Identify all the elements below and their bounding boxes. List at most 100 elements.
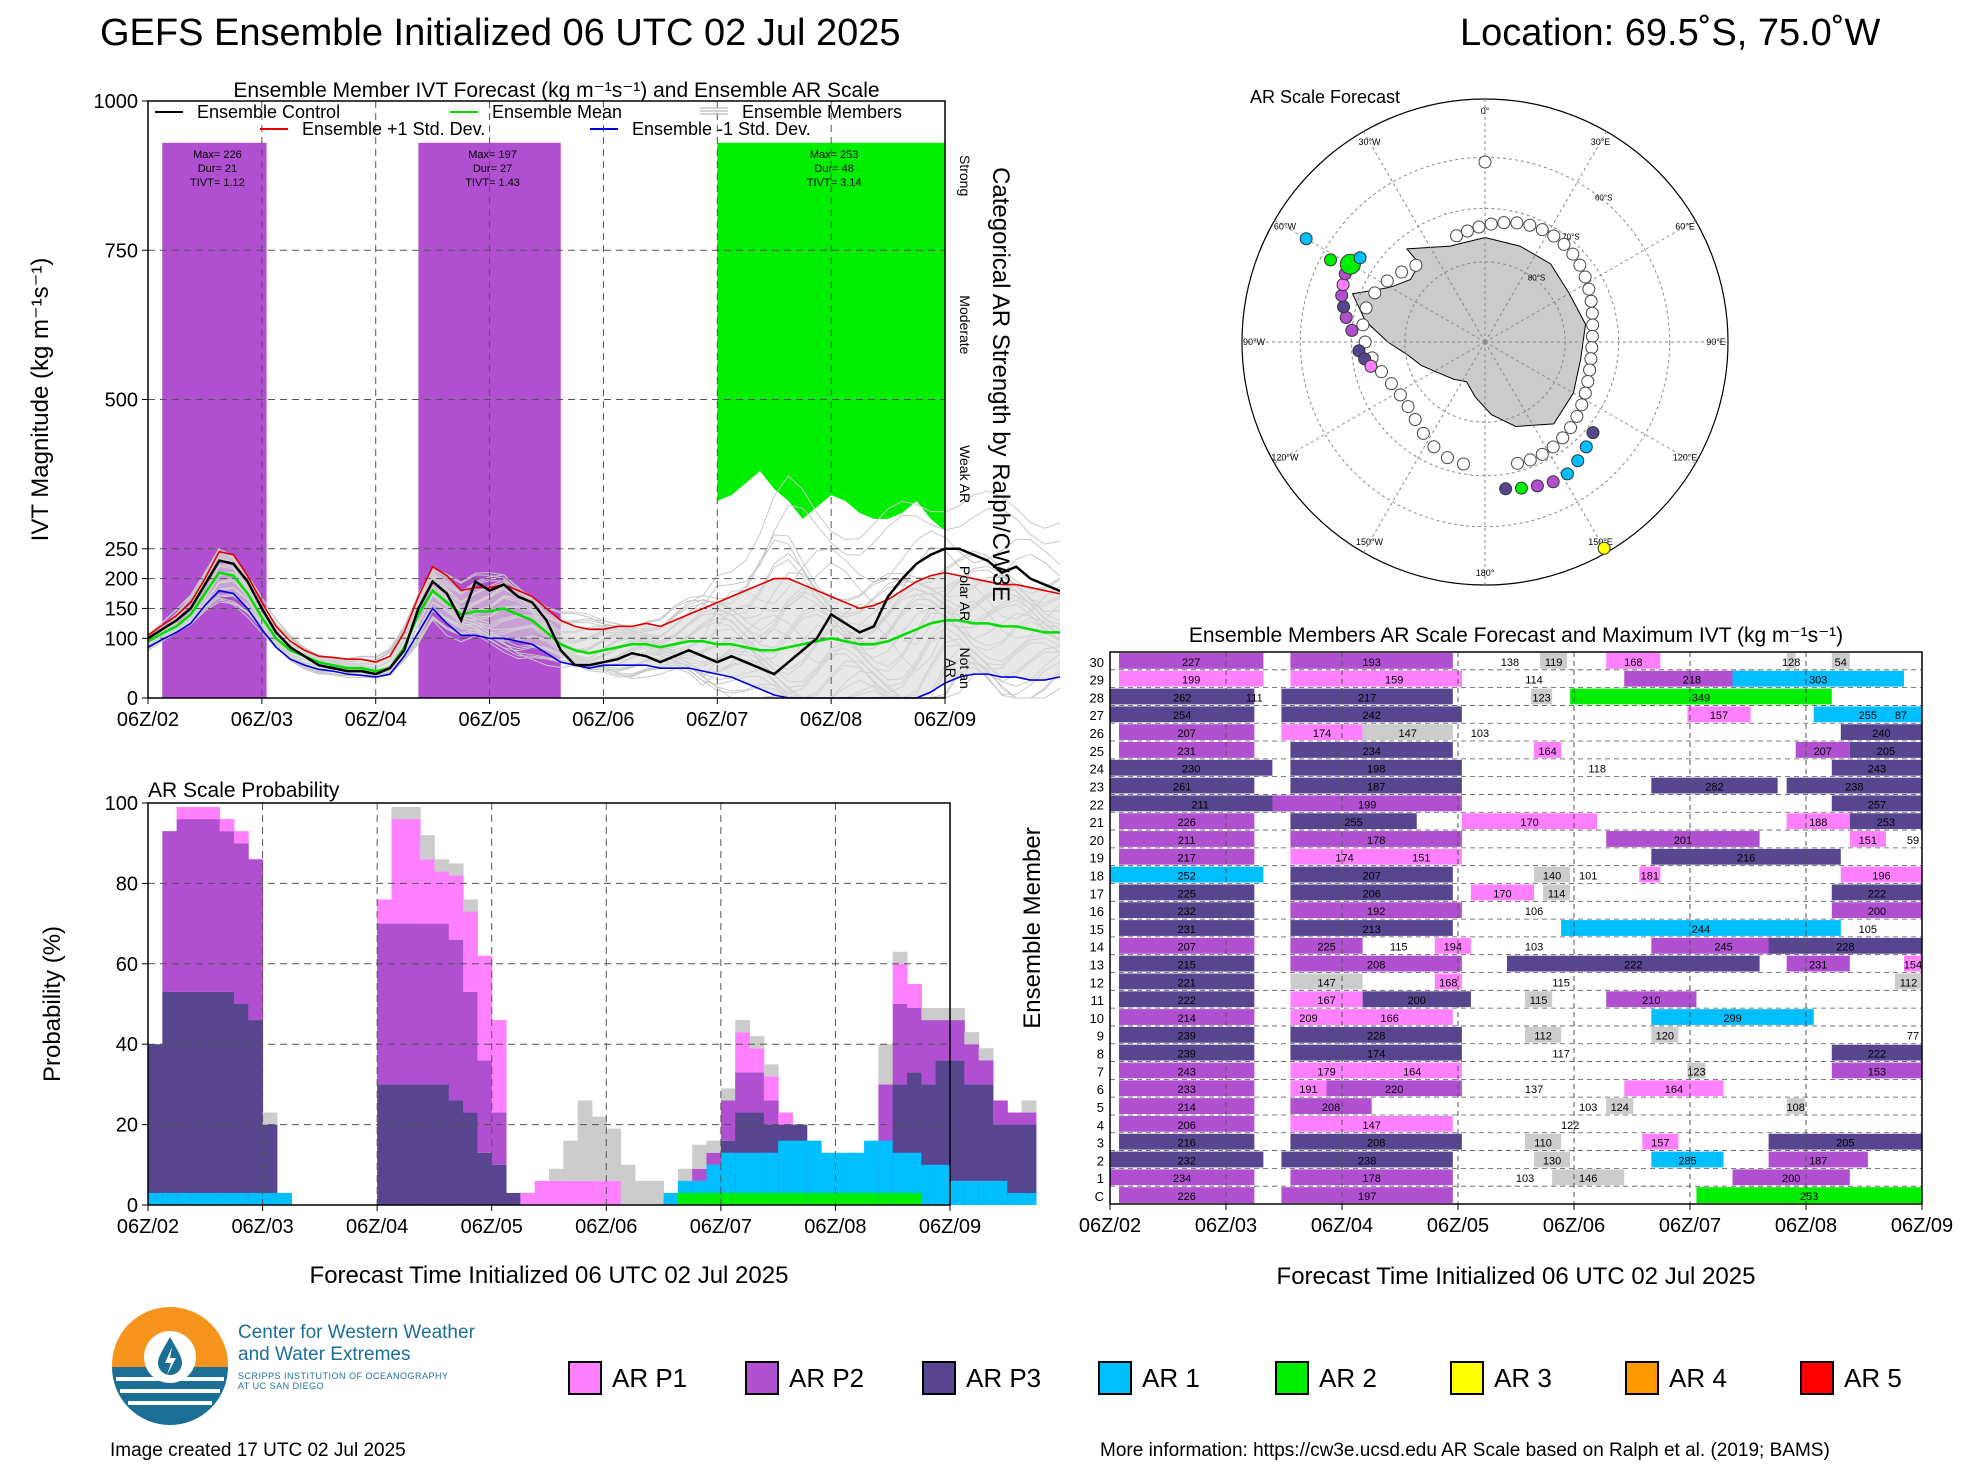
legend-label: Ensemble Mean (492, 102, 622, 122)
logo-line-3: SCRIPPS INSTITUTION OF OCEANOGRAPHY (238, 1371, 449, 1381)
segment-value: 164 (1403, 1066, 1421, 1078)
map-point (1499, 482, 1513, 496)
antarctica-land (1351, 236, 1587, 427)
segment-value: 230 (1182, 764, 1200, 776)
member-segment (1272, 795, 1462, 812)
ar-scale-map: AR Scale Forecast 0° 30°E 60°E 90°E 120°E 150°… (1241, 87, 1729, 586)
segment-value: 174 (1313, 728, 1331, 740)
member-segment (1290, 1044, 1462, 1061)
prob-bar (391, 819, 407, 924)
prob-bar (420, 923, 435, 1085)
prob-bar (735, 1020, 750, 1033)
member-segment (1119, 848, 1255, 865)
map-point (1339, 311, 1353, 325)
prob-bar (864, 1140, 879, 1205)
prob-bar (634, 1180, 650, 1205)
prob-bar (835, 1192, 851, 1205)
x-tick-label: 06Z/06 (1543, 1215, 1605, 1237)
map-point (1578, 270, 1592, 284)
prob-bar (935, 1020, 951, 1061)
meridian-line (1484, 220, 1696, 343)
member-segment (1119, 991, 1255, 1008)
prob-bar (549, 1180, 564, 1205)
segment-value: 238 (1845, 781, 1863, 793)
map-point (1472, 220, 1486, 234)
right-category-label: Weak AR (957, 445, 973, 503)
segment-value: 112 (1534, 1031, 1552, 1043)
plain-value: 115 (1390, 942, 1408, 954)
y-tick-label: 100 (105, 793, 138, 815)
map-point (1579, 440, 1593, 454)
segment-value: 192 (1367, 906, 1385, 918)
meridian-line (1274, 341, 1486, 464)
prob-bar (964, 1032, 980, 1045)
segment-value: 153 (1868, 1066, 1886, 1078)
member-segment (1543, 884, 1571, 901)
prob-bar (219, 1192, 235, 1205)
x-tick-label: 06Z/03 (231, 709, 293, 731)
prob-bar (219, 831, 235, 992)
x-tick-label: 06Z/08 (800, 709, 862, 731)
member-segment (1119, 742, 1255, 758)
plain-value: 103 (1516, 1173, 1534, 1185)
prob-bar (878, 1192, 894, 1205)
member-segment (1540, 653, 1568, 669)
legend-label: AR P3 (966, 1362, 1042, 1393)
prob-bar (176, 807, 192, 820)
member-segment (1831, 795, 1922, 812)
plain-value: 103 (1579, 1102, 1597, 1114)
y-tick-label: 20 (116, 1115, 138, 1137)
prob-bar (262, 1124, 278, 1205)
prob-bar (1007, 1192, 1023, 1205)
prob-bar (162, 991, 178, 1205)
member-segment (1119, 937, 1255, 954)
map-point (1557, 237, 1571, 251)
segment-value: 166 (1381, 1013, 1399, 1025)
longitude-label: 180° (1476, 568, 1495, 578)
ar-event-label: TIVT= 1.43 (465, 177, 520, 189)
legend-swatch (568, 1361, 602, 1395)
row-label: 22 (1090, 797, 1104, 812)
member-segment (1624, 670, 1760, 687)
member-segment (1831, 1062, 1922, 1079)
segment-value: 232 (1178, 1155, 1196, 1167)
row-label: 19 (1090, 851, 1104, 866)
logo-line-1: Center for Western Weather (238, 1322, 475, 1343)
segment-value: 157 (1710, 710, 1728, 722)
prob-bar (821, 1152, 836, 1205)
member-segment (1290, 1133, 1462, 1150)
legend-label: AR P2 (789, 1362, 865, 1393)
map-point (1401, 400, 1415, 414)
segment-value: 225 (1178, 888, 1196, 900)
x-tick-label: 06Z/04 (346, 1216, 408, 1238)
segment-value: 207 (1178, 942, 1196, 954)
segment-value: 191 (1299, 1084, 1317, 1096)
segment-value: 216 (1737, 853, 1755, 865)
map-point (1353, 251, 1367, 265)
prob-bar (964, 1044, 980, 1085)
segment-value: 218 (1683, 675, 1701, 687)
prob-bar (205, 807, 221, 820)
segment-value: 151 (1859, 835, 1877, 847)
member-segment (1290, 1080, 1327, 1097)
ivt-chart: Max= 226 Dur= 21 TIVT= 1.12 Max= 197 Dur= 27… (27, 79, 1060, 731)
prob-bar (463, 1112, 478, 1205)
prob-bar (792, 1192, 808, 1205)
map-point (1581, 374, 1595, 388)
member-segment (1281, 1151, 1453, 1168)
legend-item-ar_2: AR 2 (1275, 1358, 1377, 1398)
chart-title: Ensemble Members AR Scale Forecast and M… (1189, 624, 1843, 647)
segment-value: 254 (1173, 710, 1191, 722)
map-point (1345, 323, 1359, 337)
member-segment (1831, 884, 1922, 901)
segment-value: 206 (1178, 1120, 1196, 1132)
segment-value: 178 (1367, 835, 1385, 847)
prob-bar (892, 1192, 908, 1205)
x-tick-label: 06Z/09 (1891, 1215, 1953, 1237)
map-point (1368, 286, 1382, 300)
segment-value: 194 (1444, 942, 1462, 954)
segment-value: 120 (1656, 1031, 1674, 1043)
segment-value: 262 (1173, 692, 1191, 704)
y-tick-label: 100 (105, 628, 138, 650)
legend-swatch (1275, 1361, 1309, 1395)
